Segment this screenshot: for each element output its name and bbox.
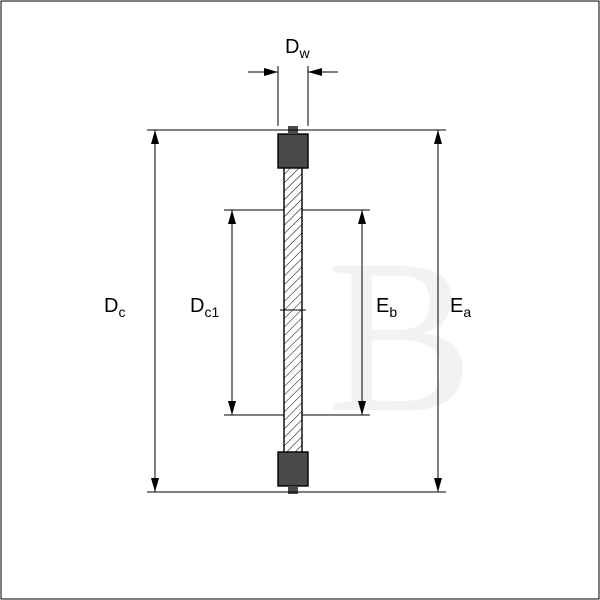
diagram-stage: B Dw Dc Dc1 Eb Ea	[0, 0, 600, 600]
diagram-svg: B	[0, 0, 600, 600]
svg-text:B: B	[327, 214, 474, 458]
label-Dw: Dw	[285, 36, 310, 61]
label-Dc1: Dc1	[190, 295, 219, 320]
label-Dc: Dc	[104, 295, 125, 320]
label-Ea: Ea	[450, 295, 471, 320]
label-Eb: Eb	[376, 295, 397, 320]
